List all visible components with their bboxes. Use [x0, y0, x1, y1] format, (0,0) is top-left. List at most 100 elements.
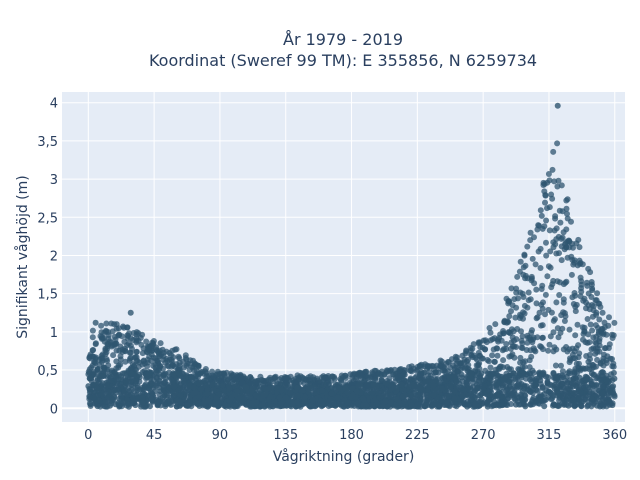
scatter-point: [494, 379, 500, 386]
scatter-point: [202, 382, 209, 389]
scatter-point: [216, 391, 223, 398]
scatter-point: [107, 375, 114, 381]
scatter-point: [307, 373, 314, 380]
scatter-point: [214, 368, 221, 375]
scatter-point: [560, 374, 567, 380]
scatter-point: [590, 303, 597, 309]
scatter-point: [511, 370, 517, 377]
scatter-point: [519, 364, 526, 371]
scatter-point: [489, 336, 496, 343]
scatter-point: [147, 403, 153, 410]
scatter-point: [430, 392, 437, 399]
scatter-point: [139, 350, 146, 357]
scatter-point: [501, 318, 508, 325]
scatter-point: [113, 321, 120, 328]
scatter-point: [555, 334, 562, 341]
scatter-point: [272, 374, 278, 381]
data-points: [85, 102, 618, 410]
scatter-point: [107, 402, 113, 409]
scatter-point: [572, 332, 579, 339]
scatter-point: [147, 389, 154, 396]
scatter-point: [528, 374, 535, 381]
scatter-point: [517, 258, 524, 265]
scatter-point: [171, 384, 178, 390]
scatter-point: [160, 356, 167, 363]
scatter-point: [474, 385, 481, 392]
scatter-point: [373, 387, 380, 394]
scatter-point: [489, 352, 496, 359]
scatter-point: [542, 291, 549, 298]
scatter-point: [445, 359, 452, 366]
scatter-point: [147, 375, 154, 382]
scatter-point: [537, 207, 544, 214]
scatter-point: [314, 375, 320, 382]
scatter-point: [479, 355, 486, 362]
scatter-point: [537, 245, 544, 252]
scatter-point: [165, 397, 172, 403]
scatter-point: [531, 280, 538, 287]
scatter-point: [549, 281, 556, 288]
scatter-point: [559, 234, 566, 241]
scatter-point: [494, 345, 501, 352]
scatter-point: [521, 310, 528, 317]
scatter-point: [417, 385, 424, 392]
scatter-point: [548, 390, 555, 397]
scatter-point: [126, 357, 133, 364]
x-tick-label: 315: [537, 428, 562, 443]
scatter-point: [555, 403, 561, 410]
scatter-point: [94, 385, 100, 392]
scatter-point: [522, 403, 529, 410]
scatter-point: [550, 244, 557, 251]
scatter-point: [560, 296, 567, 303]
scatter-point: [337, 401, 344, 408]
scatter-point: [540, 299, 546, 306]
scatter-point: [201, 400, 207, 407]
scatter-point: [476, 374, 483, 381]
scatter-point: [494, 352, 501, 359]
scatter-point: [509, 302, 516, 309]
scatter-point: [563, 278, 570, 285]
scatter-point: [106, 338, 113, 345]
scatter-point: [607, 355, 614, 362]
scatter-point: [586, 351, 593, 358]
scatter-point: [548, 191, 555, 198]
scatter-point: [542, 396, 549, 403]
scatter-point: [363, 402, 370, 409]
scatter-point: [103, 349, 110, 356]
y-axis-ticks: 0 0,5 1 1,5 2 2,5 3 3,5 4: [37, 97, 58, 418]
y-tick-label: 2,5: [37, 211, 58, 226]
scatter-point: [593, 309, 600, 316]
scatter-point: [542, 199, 548, 206]
scatter-point: [186, 367, 193, 373]
scatter-point: [396, 373, 403, 380]
scatter-point: [594, 290, 601, 297]
scatter-point: [391, 384, 398, 391]
scatter-point: [517, 311, 523, 318]
scatter-point: [110, 352, 117, 359]
scatter-point: [588, 370, 595, 377]
scatter-point: [584, 282, 591, 289]
scatter-point: [349, 385, 356, 392]
scatter-point: [525, 334, 532, 341]
scatter-point: [553, 383, 560, 390]
scatter-point: [533, 315, 540, 322]
scatter-point: [118, 373, 125, 380]
scatter-point: [133, 329, 140, 336]
scatter-point: [592, 322, 599, 329]
scatter-point: [592, 297, 599, 304]
scatter-point: [600, 362, 607, 369]
scatter-point: [444, 383, 451, 390]
scatter-point: [114, 380, 120, 387]
scatter-point: [587, 321, 594, 328]
scatter-point: [575, 342, 582, 349]
scatter-point: [184, 402, 191, 409]
scatter-point: [439, 367, 446, 374]
scatter-point: [344, 389, 351, 396]
scatter-point: [558, 257, 565, 264]
scatter-point-outlier: [554, 102, 561, 109]
scatter-point: [336, 385, 343, 392]
scatter-point: [487, 364, 494, 371]
scatter-point: [543, 217, 550, 224]
scatter-point: [539, 305, 546, 312]
scatter-point: [480, 337, 487, 344]
